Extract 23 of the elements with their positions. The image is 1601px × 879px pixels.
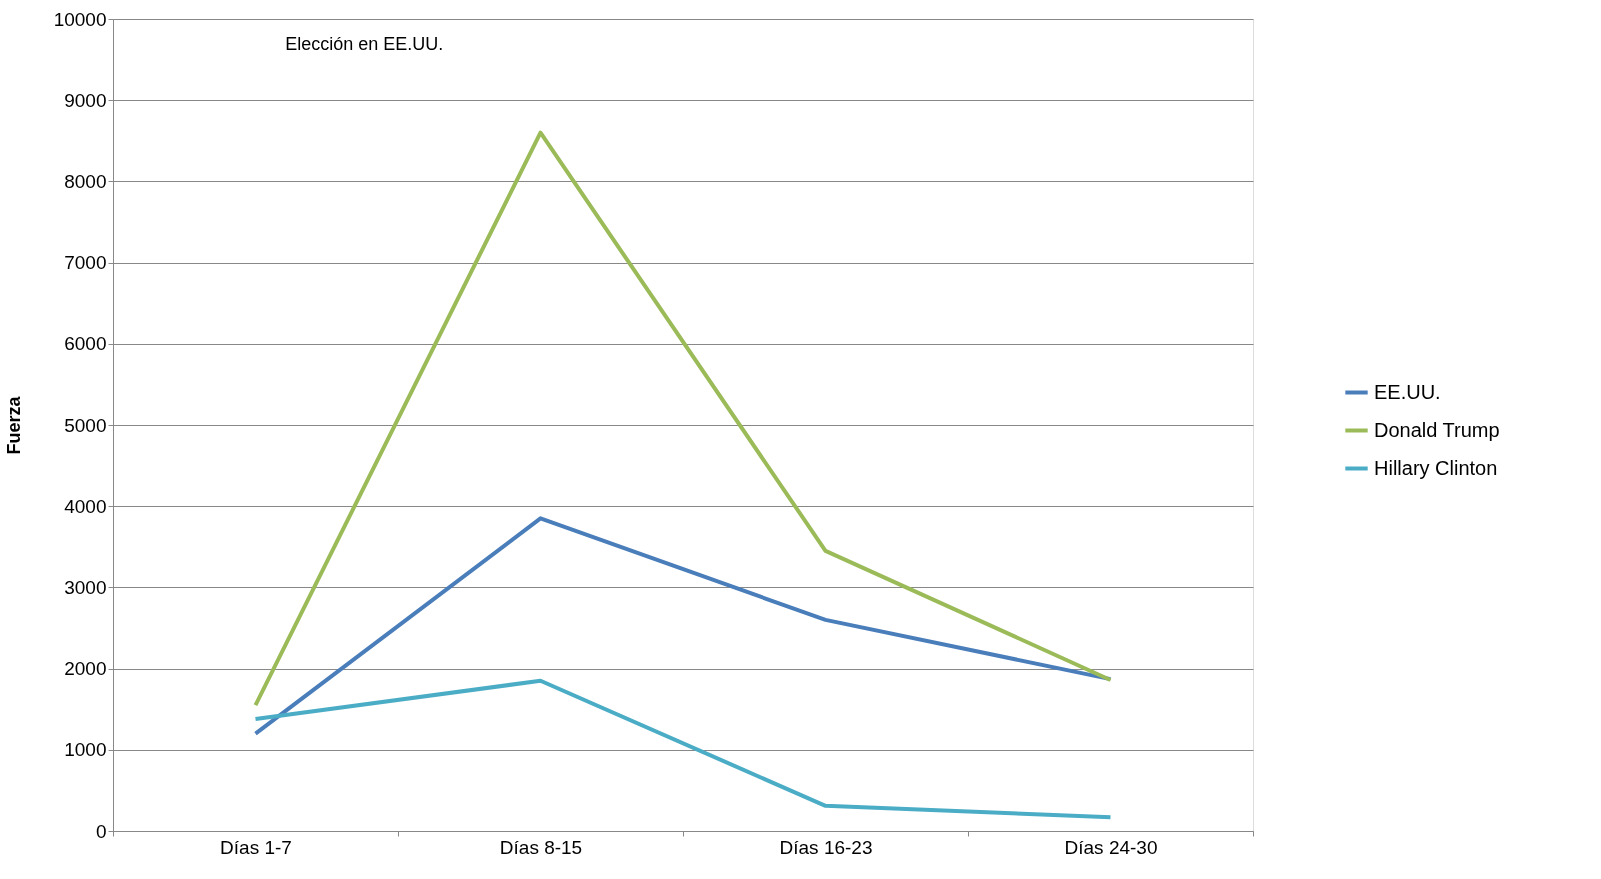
y-tick-label: 5000 [64, 414, 107, 436]
line-series [253, 678, 1113, 820]
y-tick-label: 10000 [53, 8, 107, 30]
y-axis-title: Fuerza [3, 395, 24, 455]
x-tick-label: Días 16-23 [779, 836, 873, 858]
y-tick-label: 9000 [64, 89, 107, 111]
line-series [253, 130, 1113, 708]
y-tick-label: 8000 [64, 170, 107, 192]
x-tick-label: Días 1-7 [220, 836, 292, 858]
y-tick-label: 0 [95, 820, 107, 842]
line-series [253, 516, 1113, 736]
legend-label: EE.UU. [1374, 380, 1441, 403]
y-tick-label: 7000 [64, 252, 107, 274]
y-tick-label: 1000 [64, 739, 107, 761]
text: Elección en EE.UU. [285, 34, 444, 54]
legend-label: Donald Trump [1374, 418, 1500, 441]
legend-label: Hillary Clinton [1374, 456, 1498, 479]
x-tick-label: Días 8-15 [499, 836, 583, 858]
y-tick-label: 6000 [64, 333, 107, 355]
y-tick-label: 2000 [64, 658, 107, 680]
y-tick-label: 3000 [64, 576, 107, 598]
x-tick-label: Días 24-30 [1064, 836, 1158, 858]
y-tick-label: 4000 [64, 495, 107, 517]
